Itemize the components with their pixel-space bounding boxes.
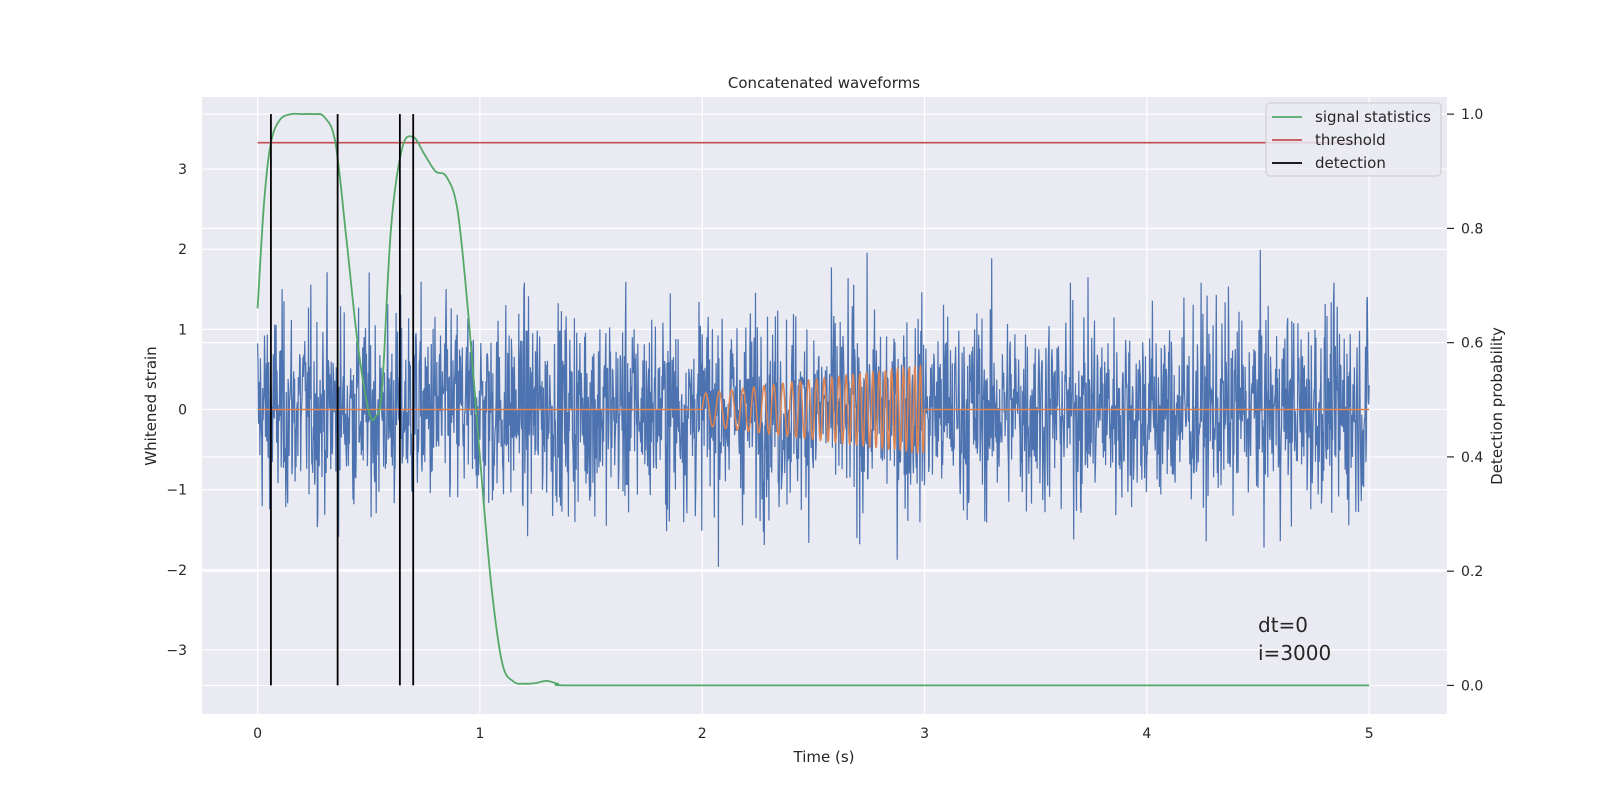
- right-y-tick-label-1: 0.2: [1461, 564, 1483, 580]
- legend-label-threshold: threshold: [1315, 131, 1386, 149]
- y-tick-label-5: 2: [178, 242, 187, 258]
- x-tick-label-5: 5: [1365, 726, 1374, 742]
- legend-label-signal-statistics: signal statistics: [1315, 108, 1431, 126]
- y-tick-label-1: −2: [166, 563, 187, 579]
- chart-title: Concatenated waveforms: [728, 74, 920, 92]
- right-y-tick-label-0: 0.0: [1461, 678, 1483, 694]
- x-axis-label: Time (s): [793, 748, 855, 766]
- y-tick-label-4: 1: [178, 322, 187, 338]
- right-y-axis-label: Detection probability: [1488, 327, 1506, 485]
- x-tick-label-0: 0: [253, 726, 262, 742]
- y-tick-label-0: −3: [166, 643, 187, 659]
- waveform-series: [257, 363, 1370, 456]
- y-axis-label: Whitened strain: [142, 346, 160, 465]
- annotation-dt: dt=0: [1258, 613, 1308, 637]
- legend: signal statistics threshold detection: [1265, 102, 1442, 177]
- right-y-tick-label-3: 0.6: [1461, 336, 1483, 352]
- y-axis-ticks: −3 −2 −1 0 1 2 3: [166, 162, 187, 659]
- right-y-tick-label-2: 0.4: [1461, 450, 1483, 466]
- y-tick-label-3: 0: [178, 403, 187, 419]
- strain-line: [257, 249, 1370, 567]
- x-tick-label-3: 3: [920, 726, 929, 742]
- legend-label-detection: detection: [1315, 154, 1386, 172]
- signal-statistics-line: [256, 112, 1370, 687]
- right-y-tick-label-4: 0.8: [1461, 221, 1483, 237]
- right-y-axis-ticks: 0.0 0.2 0.4 0.6 0.8 1.0: [1447, 107, 1483, 694]
- signal-statistics-series: [256, 112, 1370, 687]
- x-axis-ticks: 0 1 2 3 4 5: [253, 726, 1374, 742]
- x-tick-label-4: 4: [1142, 726, 1151, 742]
- x-tick-label-2: 2: [698, 726, 707, 742]
- detection-series: [270, 114, 415, 686]
- annotation-i: i=3000: [1258, 641, 1331, 665]
- y-tick-label-6: 3: [178, 162, 187, 178]
- x-tick-label-1: 1: [475, 726, 484, 742]
- legend-box: [1265, 102, 1442, 177]
- strain-series: [257, 249, 1370, 567]
- right-y-tick-label-5: 1.0: [1461, 107, 1483, 123]
- y-tick-label-2: −1: [166, 483, 187, 499]
- waveform-line: [257, 363, 1370, 456]
